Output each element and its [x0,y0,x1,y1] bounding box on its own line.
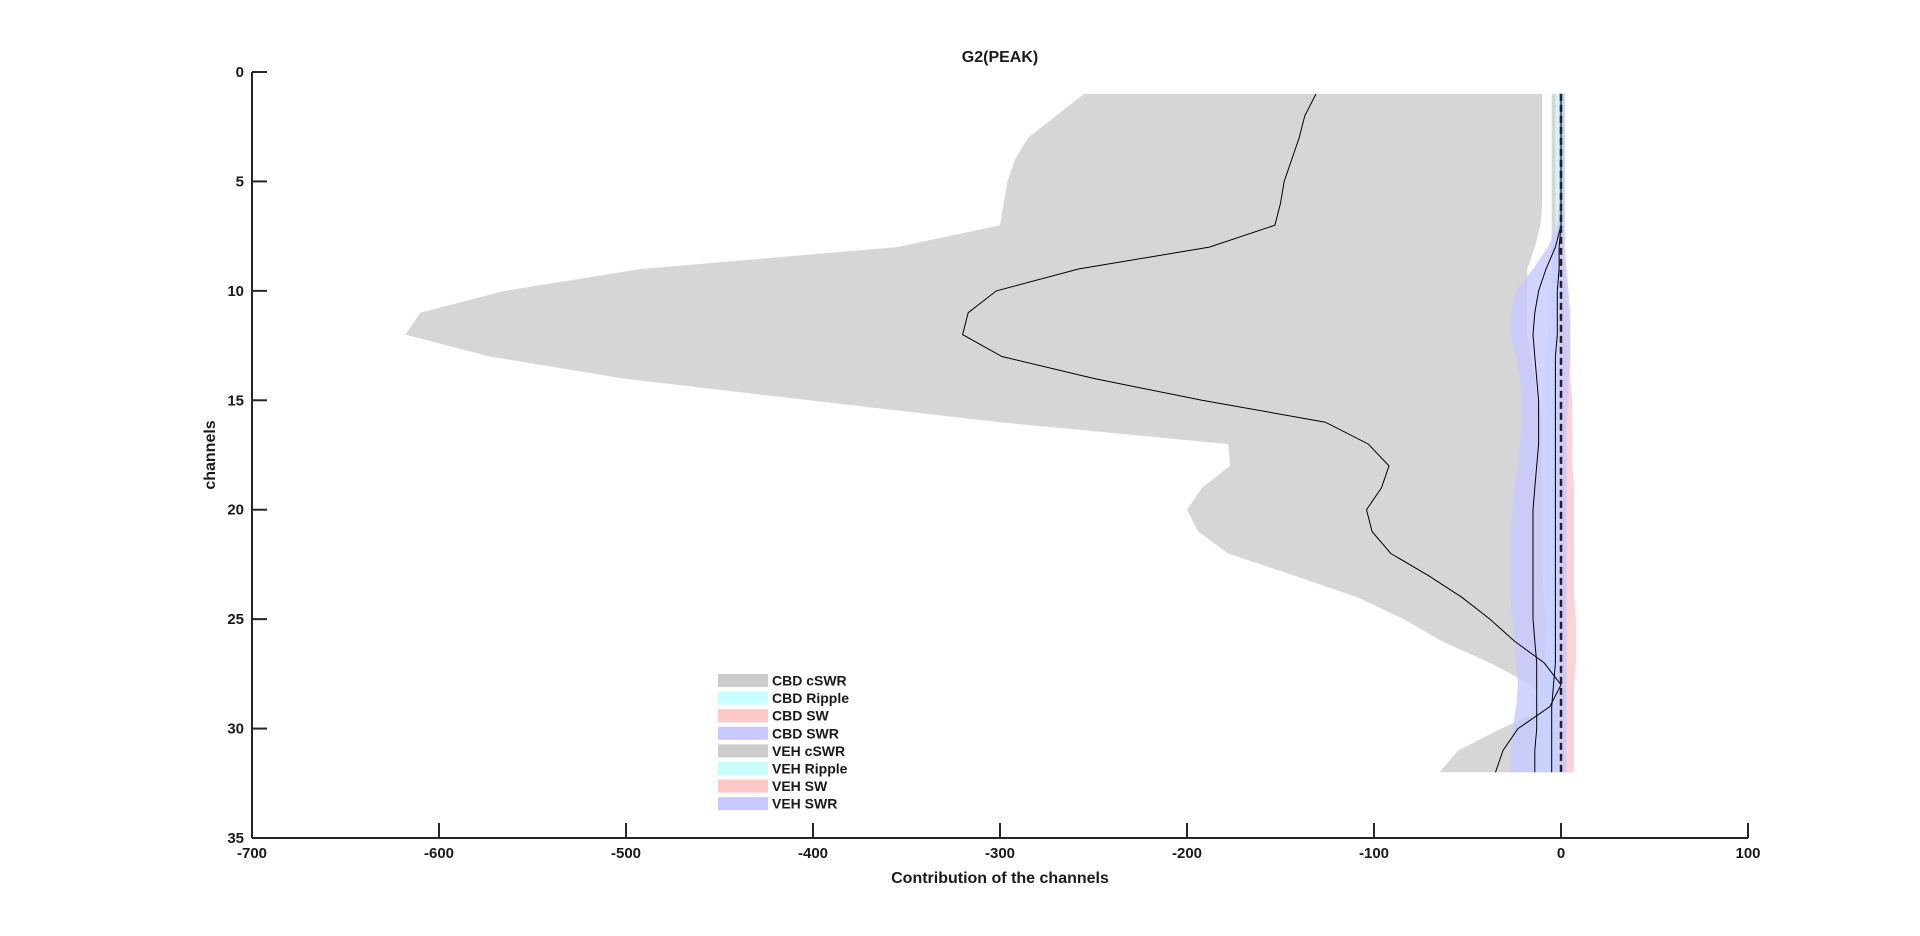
x-axis-label: Contribution of the channels [891,870,1109,887]
legend-swatch-veh-ripple [718,762,768,775]
y-tick-label: 20 [227,502,244,519]
x-tick-label: -100 [1359,845,1389,862]
legend-label-veh-sw: VEH SW [772,778,828,794]
legend-swatch-cbd-cswr [718,674,768,687]
y-tick-label: 35 [227,830,244,847]
x-tick-label: -300 [985,845,1015,862]
y-tick-label: 5 [236,173,244,190]
y-tick-label: 30 [227,721,244,738]
y-tick-label: 0 [236,64,244,81]
legend-label-cbd-sw: CBD SW [772,708,830,724]
x-tick-label: -600 [424,845,454,862]
legend-label-cbd-swr: CBD SWR [772,725,839,741]
x-tick-label: -200 [1172,845,1202,862]
mean-line-cbd-cswr [962,93,1562,773]
legend-swatch-veh-cswr [718,744,768,758]
legend-swatch-cbd-swr [718,726,768,740]
y-tick-label: 15 [227,392,244,409]
legend-swatch-cbd-ripple [718,691,768,705]
legend-label-veh-swr: VEH SWR [772,796,837,812]
x-tick-label: -400 [798,845,828,862]
y-axis-label: channels [202,420,219,489]
legend-label-veh-ripple: VEH Ripple [772,761,848,777]
legend-label-cbd-ripple: CBD Ripple [772,690,849,706]
y-ticks: 0 5 10 15 20 25 30 35 [227,64,267,847]
x-tick-label: 100 [1735,845,1760,862]
x-ticks: -700 -600 -500 -400 -300 -200 -100 0 100 [237,823,1761,862]
legend-label-veh-cswr: VEH cSWR [772,743,845,759]
x-tick-label: 0 [1557,845,1565,862]
y-tick-label: 25 [227,611,244,628]
x-tick-label: -700 [237,845,267,862]
legend-swatch-veh-swr [718,797,768,811]
plot-area [405,93,1576,773]
legend-label-cbd-cswr: CBD cSWR [772,673,847,689]
legend-swatch-cbd-sw [718,709,768,723]
legend-swatch-veh-sw [718,779,768,793]
band-cbd-cswr [405,93,1558,773]
chart-title: G2(PEAK) [962,49,1038,66]
y-tick-label: 10 [227,283,244,300]
x-tick-label: -500 [611,845,641,862]
